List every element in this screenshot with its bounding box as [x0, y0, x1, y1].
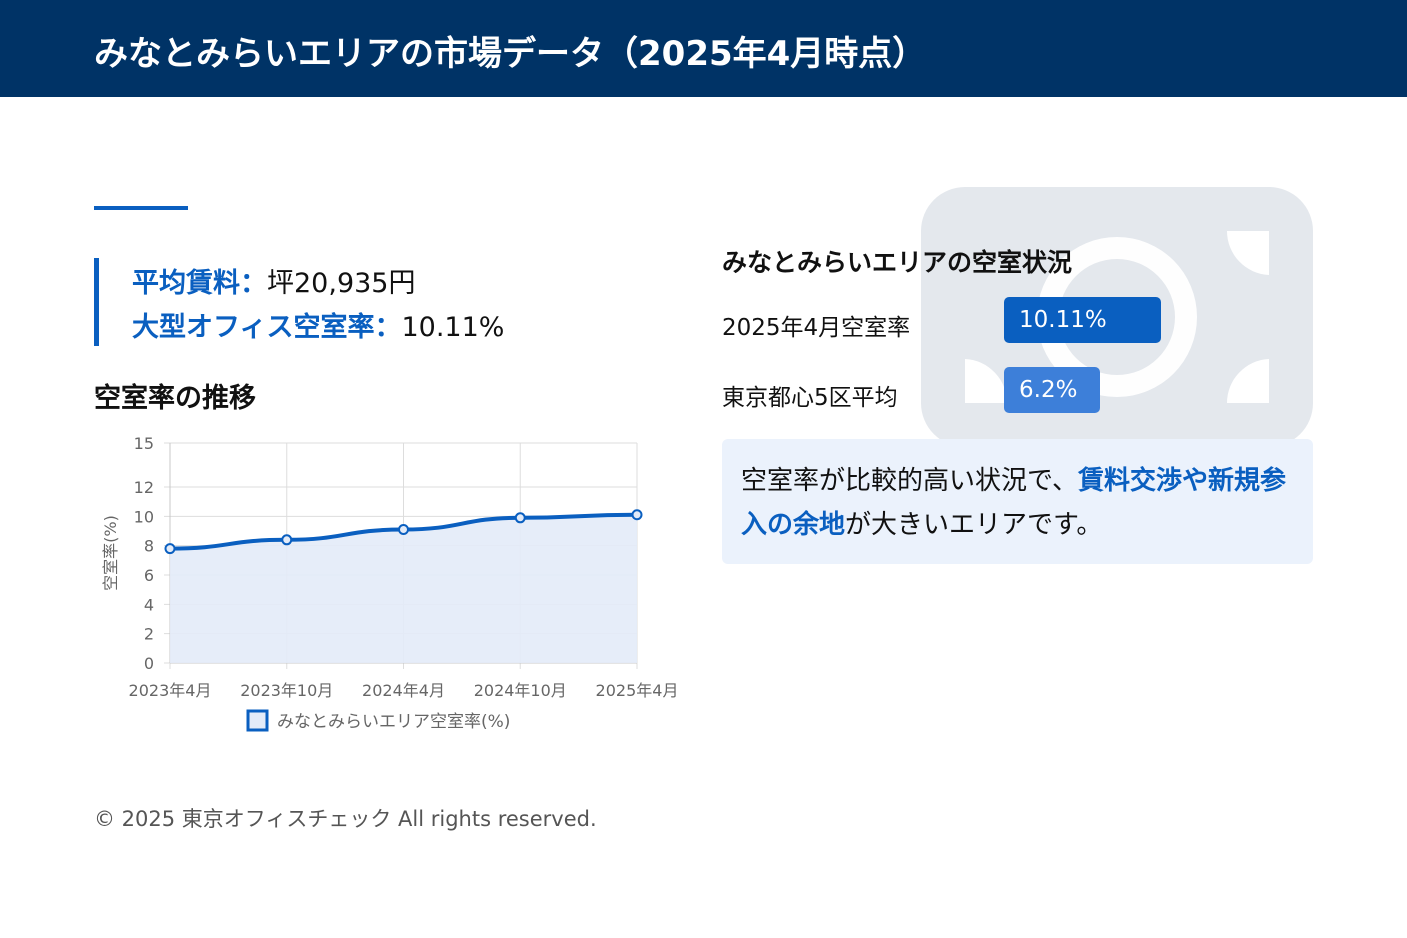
vacancy-bar-average: 6.2%	[1004, 367, 1100, 413]
rent-row: 平均賃料：坪20,935円	[132, 261, 415, 300]
vacancy-row-label-current: 2025年4月空室率	[722, 315, 911, 341]
data-point	[281, 534, 293, 546]
legend-swatch	[246, 709, 269, 732]
y-tick-label: 2	[144, 625, 154, 644]
y-tick-label: 0	[144, 654, 154, 673]
vacancy-status-title: みなとみらいエリアの空室状況	[722, 248, 1073, 277]
data-point	[164, 543, 176, 555]
y-tick-label: 10	[134, 507, 154, 526]
y-tick-label: 4	[144, 595, 154, 614]
insight-highlight: 賃料交渉や新規参入の余地	[741, 466, 1286, 540]
vacancy-label: 大型オフィス空室率：	[132, 312, 402, 343]
series-area	[170, 514, 637, 663]
insight-text-after: が大きいエリアです。	[845, 510, 1103, 540]
trend-title: 空室率の推移	[94, 383, 256, 414]
x-tick-label: 2024年10月	[474, 681, 567, 700]
rent-value: 坪20,935円	[267, 268, 416, 299]
data-point	[514, 512, 526, 524]
insight-text: 空室率が比較的高い状況で、賃料交渉や新規参入の余地が大きいエリアです。	[741, 459, 1291, 547]
accent-divider	[94, 206, 188, 210]
insight-text-before: 空室率が比較的高い状況で、	[741, 466, 1078, 496]
x-tick-label: 2025年4月	[596, 681, 679, 700]
x-tick-label: 2023年10月	[240, 681, 333, 700]
insight-note: 空室率が比較的高い状況で、賃料交渉や新規参入の余地が大きいエリアです。	[722, 439, 1313, 564]
y-tick-label: 12	[134, 478, 154, 497]
vacancy-trend-chart: 0 2 4 6 8 10 12 15 2023年4月 2023年10月 2024年4月 2024年10…	[101, 434, 679, 732]
y-axis-label: 空室率(%)	[101, 515, 120, 591]
vacancy-row: 大型オフィス空室率：10.11%	[132, 305, 504, 344]
x-tick-label: 2024年4月	[362, 681, 445, 700]
rent-label: 平均賃料：	[132, 268, 267, 299]
vacancy-value: 10.11%	[401, 312, 505, 343]
page-header: みなとみらいエリアの市場データ（2025年4月時点）	[0, 0, 1407, 97]
legend-label: みなとみらいエリア空室率(%)	[277, 712, 510, 732]
data-point	[398, 524, 409, 536]
vacancy-bar-current: 10.11%	[1004, 297, 1161, 343]
data-point	[631, 509, 643, 521]
footer-copyright: © 2025 東京オフィスチェック All rights reserved.	[94, 807, 597, 831]
x-tick-label: 2023年4月	[129, 681, 212, 700]
y-tick-label: 8	[144, 537, 154, 556]
vacancy-row-label-average: 東京都心5区平均	[722, 385, 898, 411]
y-tick-label: 15	[134, 434, 154, 453]
page-title: みなとみらいエリアの市場データ（2025年4月時点）	[94, 34, 927, 74]
kpi-block: 平均賃料：坪20,935円 大型オフィス空室率：10.11%	[94, 258, 504, 346]
y-tick-label: 6	[144, 566, 154, 585]
